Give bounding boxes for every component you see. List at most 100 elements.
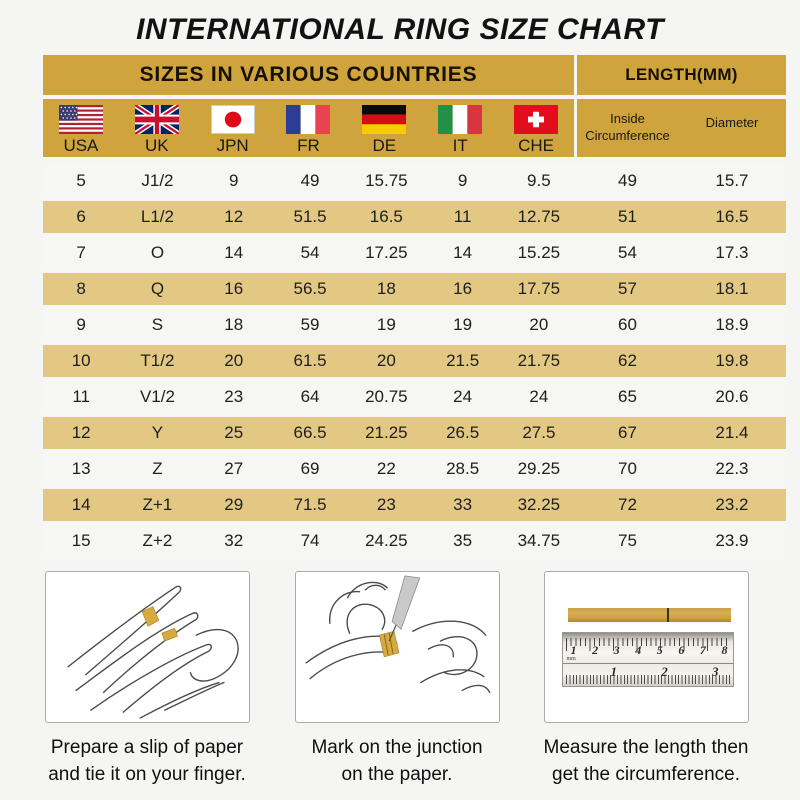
- table-row: 14 Z+1 29 71.5 23 33 32.25 72 23.2: [43, 487, 786, 523]
- table-cell: 49: [300, 171, 320, 190]
- table-cell: 9: [457, 171, 468, 190]
- table-cell: 18: [376, 279, 396, 298]
- table-row: 5 J1/2 9 49 15.75 9 9.5 49 15.7: [43, 163, 786, 199]
- table-cell: 64: [300, 387, 320, 406]
- table-cell: 6: [76, 207, 86, 226]
- table-cell: 24: [453, 387, 473, 406]
- table-cell: 23.9: [715, 531, 749, 550]
- column-header-uk: UK: [119, 99, 195, 157]
- table-cell: 23.2: [715, 495, 749, 514]
- mark-junction-with-pen-illustration: [294, 571, 500, 723]
- ruler-number: 7: [699, 643, 706, 657]
- table-cell: 75: [618, 531, 637, 550]
- table-cell: 15.7: [715, 171, 749, 190]
- ruler-number: 3: [613, 643, 620, 657]
- column-header-fr: FR: [271, 99, 347, 157]
- instruction-caption-1: Prepare a slip of paper and tie it on yo…: [48, 735, 246, 788]
- table-cell: 11: [453, 207, 472, 226]
- table-cell: 11: [72, 387, 90, 406]
- table-row: 8 Q 16 56.5 18 16 17.75 57 18.1: [43, 271, 786, 307]
- table-cell: 21.5: [446, 351, 480, 370]
- ruler-unit-label: mm: [566, 656, 576, 662]
- table-cell: 20.75: [365, 387, 408, 406]
- ruler-number: 8: [721, 643, 728, 657]
- table-cell: 72: [618, 495, 637, 514]
- group-header-countries: SIZES IN VARIOUS COUNTRIES: [43, 55, 577, 95]
- table-cell: 19: [376, 315, 396, 334]
- table-cell: 20: [529, 315, 549, 334]
- table-cell: Q: [150, 279, 165, 298]
- table-row: 15 Z+2 32 74 24.25 35 34.75 75 23.9: [43, 523, 786, 559]
- table-column-header-row: USA UK: [43, 99, 786, 157]
- table-cell: 27.5: [522, 423, 556, 442]
- instructions-section: Prepare a slip of paper and tie it on yo…: [0, 571, 800, 800]
- table-cell: 51.5: [293, 207, 327, 226]
- table-cell: 32.25: [517, 495, 561, 514]
- instruction-caption-3: Measure the length then get the circumfe…: [544, 735, 749, 788]
- ruler-number: 1: [610, 664, 618, 679]
- column-header-diameter: Diameter: [705, 114, 759, 130]
- table-cell: 14: [453, 243, 473, 262]
- table-cell: 61.5: [293, 351, 327, 370]
- group-header-length: LENGTH(MM): [577, 55, 786, 95]
- instruction-step-1: Prepare a slip of paper and tie it on yo…: [22, 571, 272, 788]
- column-label-jpn: JPN: [216, 135, 249, 155]
- table-cell: 21.25: [365, 423, 408, 442]
- column-label-de: DE: [372, 135, 397, 155]
- ruler-bottom-ticks: [565, 675, 730, 684]
- table-cell: 14: [224, 243, 244, 262]
- hand-with-paper-strip-illustration: [44, 571, 250, 723]
- caption-line: and tie it on your finger.: [48, 763, 246, 785]
- ruler-number: 2: [592, 643, 599, 657]
- caption-line: Measure the length then: [543, 737, 749, 758]
- table-cell: 16.5: [715, 207, 749, 226]
- ruler-number: 2: [661, 664, 668, 679]
- table-cell: 9: [229, 171, 239, 190]
- table-cell: 19.8: [715, 351, 749, 370]
- table-cell: 70: [618, 459, 637, 478]
- uk-flag-icon: [134, 104, 179, 134]
- table-row: 10 T1/2 20 61.5 20 21.5 21.75 62 19.8: [43, 343, 786, 379]
- instruction-step-2: Mark on the junction on the paper.: [272, 571, 522, 788]
- germany-flag-icon: [362, 104, 407, 134]
- france-flag-icon: [286, 104, 331, 134]
- table-row: 11 V1/2 23 64 20.75 24 24 65 20.6: [43, 379, 786, 415]
- table-cell: 20: [224, 351, 244, 370]
- table-row: 9 S 18 59 19 19 20 60 18.9: [43, 307, 786, 343]
- table-cell: 5: [76, 171, 86, 190]
- column-header-inside-circumference: Inside Circumference: [585, 111, 670, 143]
- column-header-de: DE: [346, 99, 422, 157]
- caption-line: Prepare a slip of paper: [50, 737, 244, 758]
- ruler-number: 6: [678, 643, 685, 657]
- table-cell: 67: [618, 423, 637, 442]
- table-cell: 57: [618, 279, 637, 298]
- table-cell: 18.1: [715, 279, 749, 298]
- table-cell: 7: [76, 243, 86, 262]
- table-cell: 17.3: [715, 243, 749, 262]
- table-cell: 60: [618, 315, 637, 334]
- table-cell: 15.75: [365, 171, 408, 190]
- table-row: 6 L1/2 12 51.5 16.5 11 12.75 51 16.5: [43, 199, 786, 235]
- table-cell: 16.5: [369, 207, 403, 226]
- table-cell: 9: [76, 315, 86, 334]
- table-cell: 51: [618, 207, 637, 226]
- ring-size-table: SIZES IN VARIOUS COUNTRIES LENGTH(MM): [43, 55, 786, 559]
- column-header-usa: USA: [43, 99, 119, 157]
- table-cell: 17.75: [517, 279, 561, 298]
- table-cell: 33: [453, 495, 473, 514]
- table-cell: O: [150, 243, 165, 262]
- table-cell: 15.25: [517, 243, 561, 262]
- table-cell: 25: [224, 423, 244, 442]
- column-label-fr: FR: [297, 135, 320, 155]
- table-cell: 12.75: [517, 207, 561, 226]
- table-cell: 16: [453, 279, 473, 298]
- table-cell: Z+2: [142, 531, 173, 550]
- table-cell: 20: [376, 351, 396, 370]
- table-cell: 54: [618, 243, 637, 262]
- table-row: 7 O 14 54 17.25 14 15.25 54 17.3: [43, 235, 786, 271]
- column-label-uk: UK: [144, 135, 169, 155]
- caption-line: get the circumference.: [552, 763, 740, 785]
